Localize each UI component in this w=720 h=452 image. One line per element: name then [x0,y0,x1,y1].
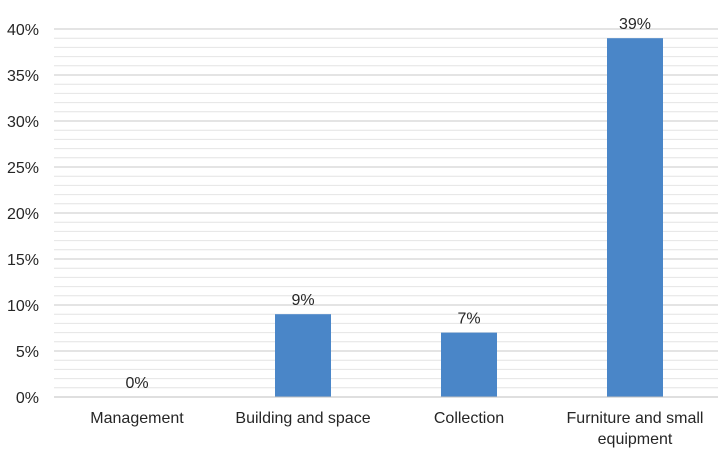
data-label: 39% [619,16,651,33]
y-tick-label: 0% [16,390,39,407]
category-label: Management [90,410,184,427]
y-axis: 0% 5% 10% 15% 20% 25% 30% 35% 40% [7,22,39,407]
y-tick-label: 5% [16,344,39,361]
data-labels: 0% 9% 7% 39% [125,16,651,392]
y-tick-label: 40% [7,22,39,39]
bar [441,332,497,397]
data-label: 7% [457,311,480,328]
y-tick-label: 15% [7,252,39,269]
y-tick-label: 20% [7,206,39,223]
y-tick-label: 10% [7,298,39,315]
category-label: Building and space [235,410,370,427]
bar [275,314,331,397]
data-label: 0% [125,375,148,392]
bars [275,38,663,397]
category-label: Collection [434,410,504,427]
y-tick-label: 25% [7,160,39,177]
x-axis: Management Building and space Collection Fu… [90,410,703,448]
data-label: 9% [291,292,314,309]
y-tick-label: 30% [7,114,39,131]
y-tick-label: 35% [7,68,39,85]
category-label: Furniture and small equipment [567,410,704,448]
bar [607,38,663,397]
